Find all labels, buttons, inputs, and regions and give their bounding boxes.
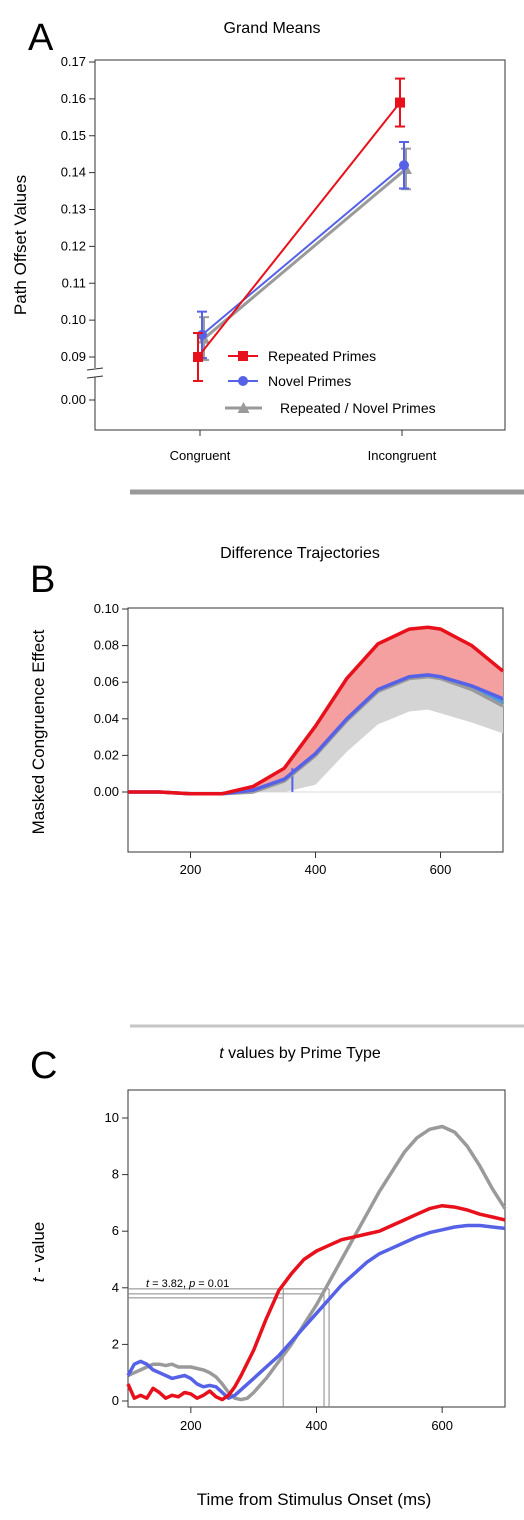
panel-c-ylabel: t - value [29, 1222, 48, 1282]
panel-a-ytick-label-4: 0.12 [61, 238, 86, 253]
panel-c-ytick-label-0: 0 [112, 1393, 119, 1408]
threshold-annotation: t = 3.82, p = 0.01 [146, 1278, 229, 1290]
series-line-repeated [197, 101, 401, 358]
legend-label-repeated: Repeated Primes [268, 348, 376, 364]
panel-c-ylabel-italic: t [29, 1276, 48, 1282]
panel-a-ytick-label-5: 0.13 [61, 202, 86, 217]
legend-marker-square [238, 351, 248, 361]
panel-a-xtick-label-1: Incongruent [368, 448, 437, 463]
annot-t-value: = 3.82, [149, 1278, 189, 1290]
band-combined [128, 676, 503, 794]
panel-b-xtick-label-0: 200 [180, 862, 202, 877]
panel-c-ytick-label-5: 10 [105, 1110, 119, 1125]
panel-c-ytick-label-3: 6 [112, 1223, 119, 1238]
legend-label-combined: Repeated / Novel Primes [280, 400, 436, 416]
panel-a-ytick-label-3: 0.11 [62, 275, 86, 290]
legend-marker-triangle [237, 402, 250, 413]
panel-a-ylabel: Path Offset Values [11, 175, 30, 315]
panel-a-ytick-label-8: 0.16 [61, 91, 86, 106]
panel-a-ytick-label-7: 0.15 [61, 128, 86, 143]
panel-a-ytick-label-1: 0.09 [61, 349, 86, 364]
panel-a-ytick-label-9: 0.17 [61, 54, 86, 69]
panel-b-xtick-label-1: 400 [305, 862, 327, 877]
panel-c-xlabel: Time from Stimulus Onset (ms) [197, 1490, 432, 1509]
annot-p-label: p [188, 1278, 195, 1290]
panel-c-ylabel-rest: - value [29, 1222, 48, 1278]
panel-a-frame [94, 59, 506, 431]
panel-a-xtick-label-0: Congruent [170, 448, 231, 463]
panel-c-xtick-label-1: 400 [306, 1418, 328, 1433]
panel-b-ytick-label-0: 0.00 [94, 784, 119, 799]
panel-c-ytick-label-4: 8 [112, 1167, 119, 1182]
panel-b-xtick-label-2: 600 [430, 862, 452, 877]
panel-b-ytick-label-1: 0.02 [94, 747, 119, 762]
panel-c-ytick-label-1: 2 [112, 1336, 119, 1351]
panel-c-title-rest: values by Prime Type [224, 1045, 381, 1062]
panel-a-title: Grand Means [224, 20, 321, 37]
panel-c-title-italic: t [219, 1045, 224, 1062]
panel-b-ytick-label-5: 0.10 [94, 601, 119, 616]
panel-b-ytick-label-2: 0.04 [94, 711, 119, 726]
axis-break-gap [85, 368, 105, 377]
series-line-novel [201, 164, 405, 336]
panel-b-letter: B [30, 559, 55, 601]
annot-p-value: = 0.01 [195, 1278, 229, 1290]
panel-a-ytick-label-0: 0.00 [61, 392, 86, 407]
curve-repeated [126, 1203, 506, 1402]
panel-b-title: Difference Trajectories [220, 545, 380, 562]
panel-c-title: t values by Prime Type [219, 1045, 381, 1062]
panel-c-xtick-label-2: 600 [431, 1418, 453, 1433]
marker-square [193, 352, 203, 362]
curve-novel [126, 1223, 506, 1400]
panel-a-chart: 0.00 0.09 0.10 0.11 0.12 0.13 0.14 0.15 0.16 0.17… [11, 54, 506, 463]
band-repeated [128, 627, 503, 794]
panel-a-ytick-label-6: 0.14 [61, 165, 86, 180]
panel-b-ytick-label-4: 0.08 [94, 638, 119, 653]
series-line-combined [203, 167, 407, 340]
panel-a-letter: A [28, 17, 54, 59]
marker-square [395, 97, 405, 108]
panel-c-ytick-label-2: 4 [112, 1280, 119, 1295]
panel-c-letter: C [30, 1045, 57, 1087]
panel-c-frame [127, 1089, 506, 1408]
curve-repeated [128, 625, 505, 796]
annot-t-label: t [146, 1278, 150, 1290]
panel-b-chart: 0.00 0.02 0.04 0.06 0.08 0.10 200 400 600 Masked … [29, 601, 505, 877]
legend-marker-circle [238, 376, 248, 386]
legend-label-novel: Novel Primes [268, 373, 351, 389]
marker-circle [399, 160, 409, 171]
panel-c-xtick-label-0: 200 [180, 1418, 202, 1433]
axis-break-mark-bottom [86, 375, 104, 379]
curve-combined [127, 1124, 507, 1402]
axis-break-mark-top [86, 367, 104, 371]
panel-b-ylabel: Masked Congruence Effect [29, 629, 48, 834]
panel-b-ytick-label-3: 0.06 [94, 674, 119, 689]
panel-a-ytick-label-2: 0.10 [61, 312, 86, 327]
